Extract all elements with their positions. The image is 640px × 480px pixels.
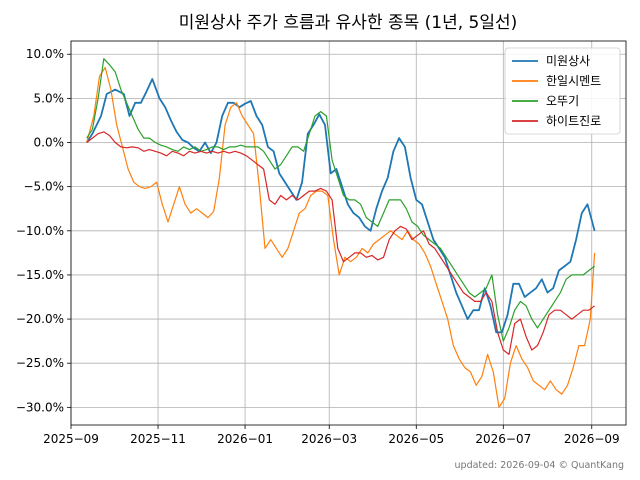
series-line-3	[86, 58, 595, 342]
x-tick-label: 2026−09	[564, 432, 620, 446]
legend-label: 한일시멘트	[546, 74, 601, 88]
y-tick-label: −20.0%	[16, 312, 64, 326]
x-tick-label: 2026−07	[475, 432, 531, 446]
y-tick-label: −5.0%	[23, 180, 64, 194]
y-tick-label: −25.0%	[16, 356, 64, 370]
plot-frame	[70, 40, 627, 426]
x-tick-label: 2025−09	[43, 432, 99, 446]
x-axis: 2025−09 2025−11 2026−01 2026−03 2026−05 2026−…	[43, 425, 620, 446]
legend-label: 하이트진로	[546, 114, 601, 128]
series-line-2	[86, 66, 596, 408]
y-tick-label: −30.0%	[16, 400, 64, 414]
chart-title: 미원상사 주가 흐름과 유사한 종목 (1년, 5일선)	[179, 13, 518, 33]
footer-note: updated: 2026-09-04 © QuantKang	[455, 460, 624, 471]
series-lines	[85, 58, 596, 408]
series-line-1	[85, 78, 596, 334]
x-tick-label: 2026−01	[217, 432, 273, 446]
x-tick-label: 2025−11	[130, 432, 186, 446]
legend-label: 오뚜기	[546, 94, 579, 108]
legend-box	[504, 47, 621, 135]
y-tick-label: 0.0%	[34, 136, 65, 150]
x-tick-label: 2026−03	[301, 432, 357, 446]
y-axis: 10.0% 5.0% 0.0% −5.0% −10.0% −15.0% −20.0% −25.…	[16, 47, 71, 414]
y-tick-label: −10.0%	[16, 224, 64, 238]
y-tick-label: 10.0%	[26, 47, 64, 61]
x-tick-label: 2026−05	[388, 432, 444, 446]
series-line-4	[86, 131, 595, 355]
y-tick-label: 5.0%	[34, 91, 65, 105]
y-tick-label: −15.0%	[16, 268, 64, 282]
legend-label: 미원상사	[546, 54, 590, 68]
